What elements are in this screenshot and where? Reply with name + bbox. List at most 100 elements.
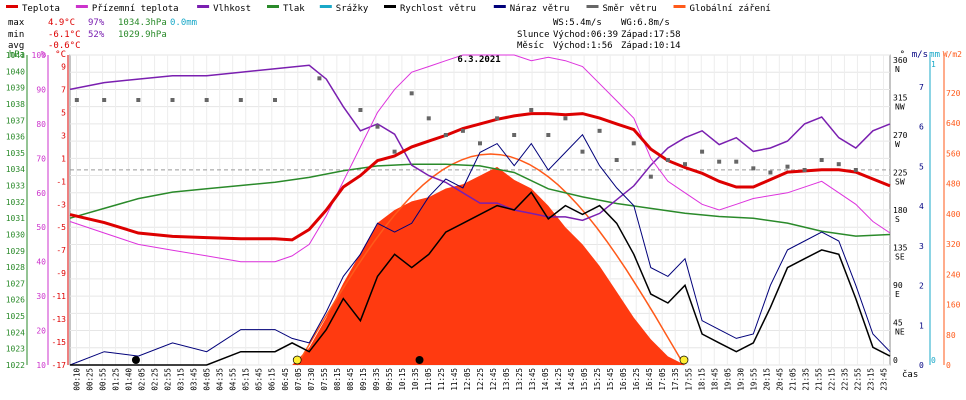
wind-ws: WS:5.4m/s bbox=[553, 18, 602, 28]
radiation-axis-tick: 560 bbox=[946, 149, 961, 158]
series-humidity bbox=[69, 64, 891, 222]
x-tick: 21:05 bbox=[788, 368, 797, 391]
x-tick: 22:35 bbox=[840, 368, 849, 391]
sun-set: Západ:17:58 bbox=[621, 30, 681, 40]
x-tick: 15:25 bbox=[593, 368, 602, 391]
radiation-axis-tick: 320 bbox=[946, 240, 961, 249]
chart-title: 6.3.2021 bbox=[457, 55, 500, 65]
pressure-axis-tick: 1041 bbox=[6, 51, 25, 60]
humidity-axis-tick: 20 bbox=[36, 327, 46, 336]
pressure-axis-tick: 1036 bbox=[6, 133, 25, 142]
direction-axis-name: SE bbox=[895, 253, 905, 262]
temperature-axis-tick: -3 bbox=[56, 200, 66, 209]
sun-label: Slunce bbox=[517, 30, 550, 40]
pressure-axis-tick: 1040 bbox=[6, 67, 25, 76]
x-tick: 08:15 bbox=[333, 368, 342, 391]
sunset-marker bbox=[679, 355, 689, 365]
moonrise-marker bbox=[131, 356, 140, 364]
x-tick: 05:45 bbox=[255, 368, 264, 391]
wind-axis-tick: 1 bbox=[919, 321, 924, 330]
x-tick: 08:45 bbox=[346, 368, 355, 391]
humidity-axis-tick: 50 bbox=[36, 223, 46, 232]
wind-direction-point bbox=[358, 108, 363, 112]
temperature-axis-label: °C bbox=[55, 50, 66, 60]
x-tick: 19:30 bbox=[736, 368, 745, 391]
legend-item: Srážky bbox=[336, 4, 369, 14]
radiation-axis-tick: 640 bbox=[946, 119, 961, 128]
x-axis-label: čas bbox=[902, 369, 918, 380]
wind-direction-point bbox=[136, 98, 141, 102]
x-tick: 06:15 bbox=[268, 368, 277, 391]
x-tick: 22:55 bbox=[853, 368, 862, 391]
x-tick: 20:15 bbox=[762, 368, 771, 391]
direction-axis-tick: 315 bbox=[893, 94, 908, 103]
stats-max-label: max bbox=[8, 18, 25, 28]
wind-direction-point bbox=[409, 91, 414, 96]
grid bbox=[70, 54, 890, 366]
rain-axis-tick: 1 bbox=[931, 60, 936, 69]
x-tick: 00:10 bbox=[73, 368, 82, 391]
wind-direction-points bbox=[74, 76, 858, 365]
radiation-axis-tick: 160 bbox=[946, 301, 961, 310]
direction-axis-tick: 180 bbox=[893, 206, 908, 215]
direction-axis-name: SW bbox=[895, 178, 905, 187]
stats-min-hum: 52% bbox=[88, 30, 105, 40]
x-tick: 13:25 bbox=[515, 368, 524, 391]
rain-axis-label: mm bbox=[929, 50, 940, 60]
x-tick: 17:55 bbox=[684, 368, 693, 391]
pressure-axis-tick: 1026 bbox=[6, 296, 25, 305]
direction-axis-name: S bbox=[895, 215, 900, 224]
x-tick: 16:25 bbox=[632, 368, 641, 391]
x-tick: 18:15 bbox=[697, 368, 706, 391]
stats-min-temp: -6.1°C bbox=[48, 30, 81, 40]
direction-axis-name: NW bbox=[895, 103, 905, 112]
wind-direction-point bbox=[317, 76, 322, 81]
x-tick: 14:05 bbox=[541, 368, 550, 391]
x-tick: 15:05 bbox=[580, 368, 589, 391]
wind-info-block: WS:5.4m/s WG:6.8m/s Slunce Východ:06:39 … bbox=[517, 18, 681, 51]
x-tick: 20:45 bbox=[775, 368, 784, 391]
legend-item: Rychlost větru bbox=[400, 4, 476, 14]
series-lines bbox=[69, 54, 891, 366]
humidity-axis-tick: 30 bbox=[36, 292, 46, 301]
series-radiation bbox=[292, 166, 685, 365]
x-tick: 02:55 bbox=[164, 368, 173, 391]
x-tick: 04:35 bbox=[216, 368, 225, 391]
x-tick: 07:05 bbox=[294, 368, 303, 391]
pressure-axis-tick: 1023 bbox=[6, 345, 25, 354]
x-tick: 00:25 bbox=[86, 368, 95, 391]
legend-item: Vlhkost bbox=[213, 4, 251, 14]
legend-swatch bbox=[75, 5, 88, 8]
x-tick: 19:05 bbox=[723, 368, 732, 391]
wind-direction-point bbox=[204, 98, 209, 102]
x-tick: 21:35 bbox=[801, 368, 810, 391]
x-tick: 11:05 bbox=[424, 368, 433, 391]
x-tick: 01:25 bbox=[112, 368, 121, 391]
radiation-axis-tick: 240 bbox=[946, 270, 961, 279]
temperature-axis-tick: -13 bbox=[52, 315, 67, 324]
x-tick: 07:30 bbox=[307, 368, 316, 391]
x-tick: 16:45 bbox=[645, 368, 654, 391]
x-tick: 13:45 bbox=[528, 368, 537, 391]
wind-direction-point bbox=[717, 159, 722, 164]
x-tick: 21:55 bbox=[814, 368, 823, 391]
pressure-axis-tick: 1039 bbox=[6, 84, 25, 93]
legend-item: Teplota bbox=[22, 4, 60, 14]
humidity-axis-tick: 60 bbox=[36, 189, 46, 198]
legend-swatch bbox=[493, 5, 506, 8]
x-tick: 05:15 bbox=[242, 368, 251, 391]
wind-direction-point bbox=[734, 159, 739, 164]
series-ground-temperature bbox=[69, 54, 891, 263]
x-tick: 02:05 bbox=[138, 368, 147, 391]
legend-swatch bbox=[673, 5, 686, 8]
x-tick: 10:15 bbox=[398, 368, 407, 391]
x-tick: 13:05 bbox=[502, 368, 511, 391]
pressure-axis-tick: 1024 bbox=[6, 328, 25, 337]
temperature-axis-tick: -1 bbox=[56, 177, 66, 186]
x-tick: 00:55 bbox=[99, 368, 108, 391]
wind-direction-point bbox=[836, 162, 841, 167]
x-tick: 01:40 bbox=[125, 368, 134, 391]
humidity-axis-tick: 80 bbox=[36, 120, 46, 129]
x-tick: 22:15 bbox=[827, 368, 836, 391]
